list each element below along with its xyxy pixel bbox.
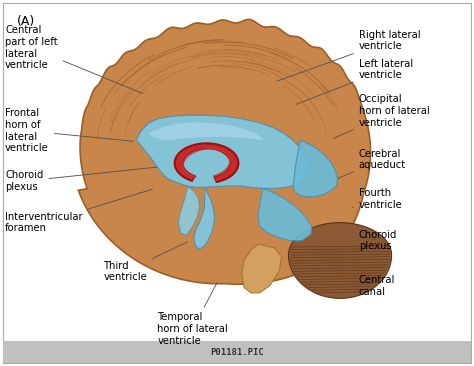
Polygon shape: [148, 123, 264, 141]
Polygon shape: [137, 115, 307, 188]
Text: Central
canal: Central canal: [359, 269, 395, 296]
Polygon shape: [78, 19, 371, 284]
Text: Right lateral
ventricle: Right lateral ventricle: [277, 30, 420, 81]
Polygon shape: [258, 188, 312, 241]
Polygon shape: [178, 187, 200, 235]
Text: Left lateral
ventricle: Left lateral ventricle: [296, 59, 413, 105]
Text: Choroid
plexus: Choroid plexus: [359, 230, 397, 251]
Text: Temporal
horn of lateral
ventricle: Temporal horn of lateral ventricle: [157, 283, 228, 346]
Text: Frontal
horn of
lateral
ventricle: Frontal horn of lateral ventricle: [5, 108, 134, 153]
Text: Central
part of left
lateral
ventricle: Central part of left lateral ventricle: [5, 25, 143, 94]
Text: Third
ventricle: Third ventricle: [103, 242, 188, 282]
Polygon shape: [242, 244, 282, 293]
Text: Occipital
horn of lateral
ventricle: Occipital horn of lateral ventricle: [333, 94, 429, 139]
Text: Interventricular
foramen: Interventricular foramen: [5, 189, 152, 234]
Polygon shape: [289, 223, 392, 298]
Bar: [3, 341, 471, 363]
Polygon shape: [293, 140, 337, 197]
Text: P01181.PIC: P01181.PIC: [210, 348, 264, 357]
Text: Choroid
plexus: Choroid plexus: [5, 167, 157, 192]
Polygon shape: [194, 187, 215, 249]
Polygon shape: [175, 143, 238, 182]
Text: (A): (A): [17, 15, 35, 29]
Text: Fourth
ventricle: Fourth ventricle: [352, 188, 402, 210]
Text: Cerebral
aqueduct: Cerebral aqueduct: [338, 149, 406, 178]
